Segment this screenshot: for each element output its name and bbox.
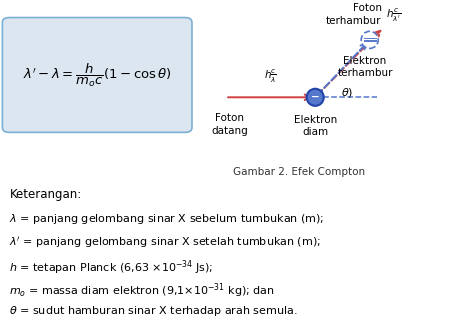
Text: $h\frac{c}{\lambda'}$: $h\frac{c}{\lambda'}$	[386, 7, 401, 24]
Text: $\lambda'$ = panjang gelombang sinar X setelah tumbukan (m);: $\lambda'$ = panjang gelombang sinar X s…	[9, 235, 321, 250]
Text: $\lambda' - \lambda = \dfrac{h}{m_o c}(1 - \cos\theta)$: $\lambda' - \lambda = \dfrac{h}{m_o c}(1…	[23, 61, 172, 89]
Text: $\theta$ = sudut hamburan sinar X terhadap arah semula.: $\theta$ = sudut hamburan sinar X terhad…	[9, 304, 298, 318]
Text: Gambar 2. Efek Compton: Gambar 2. Efek Compton	[233, 167, 365, 177]
Text: Elektron
terhambur: Elektron terhambur	[337, 56, 393, 78]
Text: $\theta$): $\theta$)	[341, 86, 354, 99]
Text: $m_o$ = massa diam elektron (9,1×10$^{-31}$ kg); dan: $m_o$ = massa diam elektron (9,1×10$^{-3…	[9, 281, 275, 300]
Ellipse shape	[361, 31, 378, 48]
Text: −: −	[311, 92, 319, 102]
FancyBboxPatch shape	[2, 18, 192, 132]
Text: Foton
terhambur: Foton terhambur	[326, 3, 382, 26]
Text: $\lambda$ = panjang gelombang sinar X sebelum tumbukan (m);: $\lambda$ = panjang gelombang sinar X se…	[9, 212, 325, 226]
Ellipse shape	[307, 89, 324, 106]
Text: Elektron
diam: Elektron diam	[293, 115, 337, 137]
Text: Keterangan:: Keterangan:	[9, 188, 82, 201]
Text: $h\frac{c}{\lambda}$: $h\frac{c}{\lambda}$	[264, 68, 277, 85]
Text: Foton
datang: Foton datang	[211, 113, 248, 136]
Text: $h$ = tetapan Planck (6,63 ×10$^{-34}$ Js);: $h$ = tetapan Planck (6,63 ×10$^{-34}$ J…	[9, 258, 214, 277]
